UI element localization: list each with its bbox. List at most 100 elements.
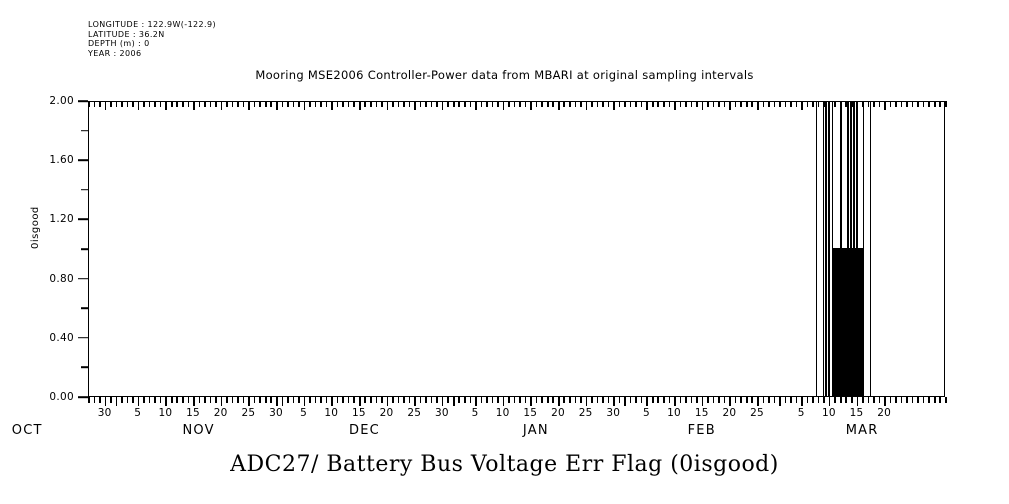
- x-tick-top: [557, 101, 560, 110]
- x-tick-minor: [911, 397, 914, 403]
- y-tick-major: [78, 159, 88, 161]
- x-tick-major: [475, 397, 477, 406]
- x-tick-minor: [170, 397, 173, 403]
- x-tick-top: [441, 101, 444, 110]
- x-tick-major: [701, 397, 704, 406]
- x-tick-top: [408, 101, 411, 107]
- x-day-label: 5: [300, 407, 308, 419]
- x-tick-top: [635, 101, 637, 107]
- x-day-label: 25: [750, 407, 764, 419]
- x-tick-major: [137, 397, 140, 406]
- x-tick-top: [309, 101, 311, 107]
- x-day-label: 15: [352, 407, 366, 419]
- data-spike: [831, 102, 834, 396]
- x-tick-top: [895, 101, 897, 107]
- x-tick-top: [452, 101, 455, 107]
- x-tick-minor: [740, 397, 743, 403]
- x-tick-top: [734, 101, 737, 107]
- x-tick-minor: [419, 397, 422, 403]
- x-tick-minor: [535, 397, 538, 403]
- x-tick-minor: [198, 397, 201, 403]
- x-day-label: 5: [471, 407, 479, 419]
- x-tick-top: [757, 101, 759, 110]
- x-tick-minor: [845, 397, 848, 403]
- x-tick-minor: [900, 397, 903, 403]
- x-tick-major: [358, 397, 361, 406]
- x-tick-top: [845, 101, 848, 107]
- x-tick-top: [259, 101, 261, 107]
- y-tick-minor: [81, 366, 88, 369]
- x-tick-top: [585, 101, 588, 110]
- x-day-label: 15: [523, 407, 538, 419]
- x-tick-top: [834, 101, 836, 107]
- x-tick-top: [480, 101, 483, 107]
- x-tick-top: [253, 101, 256, 107]
- x-tick-top: [143, 101, 145, 107]
- x-tick-top: [469, 101, 472, 107]
- x-tick-minor: [690, 397, 693, 403]
- x-tick-minor: [314, 397, 317, 403]
- x-day-label: 10: [821, 407, 836, 419]
- x-tick-minor: [259, 397, 261, 403]
- x-tick-top: [690, 101, 693, 107]
- x-tick-top: [939, 101, 942, 107]
- x-tick-minor: [353, 397, 355, 403]
- x-tick-minor: [618, 397, 621, 403]
- x-tick-minor: [812, 397, 814, 403]
- x-tick-top: [663, 101, 665, 107]
- x-tick-minor: [945, 397, 947, 403]
- x-tick-top: [425, 101, 427, 107]
- x-tick-top: [397, 101, 400, 107]
- x-tick-major: [856, 397, 859, 406]
- y-tick-minor: [81, 307, 88, 309]
- x-tick-minor: [204, 397, 206, 403]
- x-tick-top: [674, 101, 676, 110]
- x-day-label: 25: [578, 407, 593, 419]
- x-tick-minor: [917, 397, 919, 403]
- x-day-label: 20: [379, 407, 394, 419]
- x-tick-minor: [657, 397, 660, 403]
- x-tick-major: [613, 397, 615, 406]
- metadata-depth: DEPTH (m) : 0: [88, 39, 150, 48]
- x-tick-minor: [790, 397, 792, 403]
- x-day-label: 20: [551, 407, 565, 419]
- x-tick-minor: [806, 397, 809, 403]
- x-tick-top: [740, 101, 743, 107]
- x-tick-top: [497, 101, 499, 107]
- x-tick-top: [336, 101, 339, 107]
- x-tick-top: [154, 101, 156, 107]
- x-tick-minor: [524, 397, 527, 403]
- x-day-label: 30: [434, 407, 449, 419]
- x-tick-top: [281, 101, 284, 107]
- x-tick-minor: [408, 397, 411, 403]
- x-day-label: 25: [241, 407, 256, 419]
- x-tick-minor: [336, 397, 339, 403]
- x-tick-minor: [839, 397, 842, 403]
- x-tick-top: [248, 101, 250, 110]
- x-tick-minor: [895, 397, 897, 403]
- x-tick-top: [88, 101, 90, 107]
- x-tick-major: [801, 397, 803, 406]
- figure-caption: ADC27/ Battery Bus Voltage Err Flag (0is…: [230, 452, 779, 477]
- data-spike: [853, 102, 855, 396]
- x-tick-minor: [922, 397, 925, 403]
- x-tick-top: [508, 101, 510, 107]
- x-tick-top: [320, 101, 322, 107]
- x-day-label: 10: [158, 407, 173, 419]
- x-tick-minor: [640, 397, 643, 403]
- plot-area: [89, 102, 944, 396]
- x-tick-top: [204, 101, 206, 107]
- x-tick-top: [314, 101, 317, 107]
- y-tick-minor: [81, 189, 88, 191]
- x-tick-minor: [784, 397, 787, 403]
- data-spike: [856, 102, 859, 396]
- x-tick-minor: [253, 397, 256, 403]
- x-tick-top: [552, 101, 555, 107]
- x-tick-major: [585, 397, 588, 406]
- data-spike: [869, 102, 872, 396]
- x-tick-top: [502, 101, 505, 110]
- data-spike: [847, 102, 849, 396]
- x-tick-top: [270, 101, 273, 107]
- x-tick-top: [226, 101, 228, 107]
- data-spike: [849, 102, 853, 396]
